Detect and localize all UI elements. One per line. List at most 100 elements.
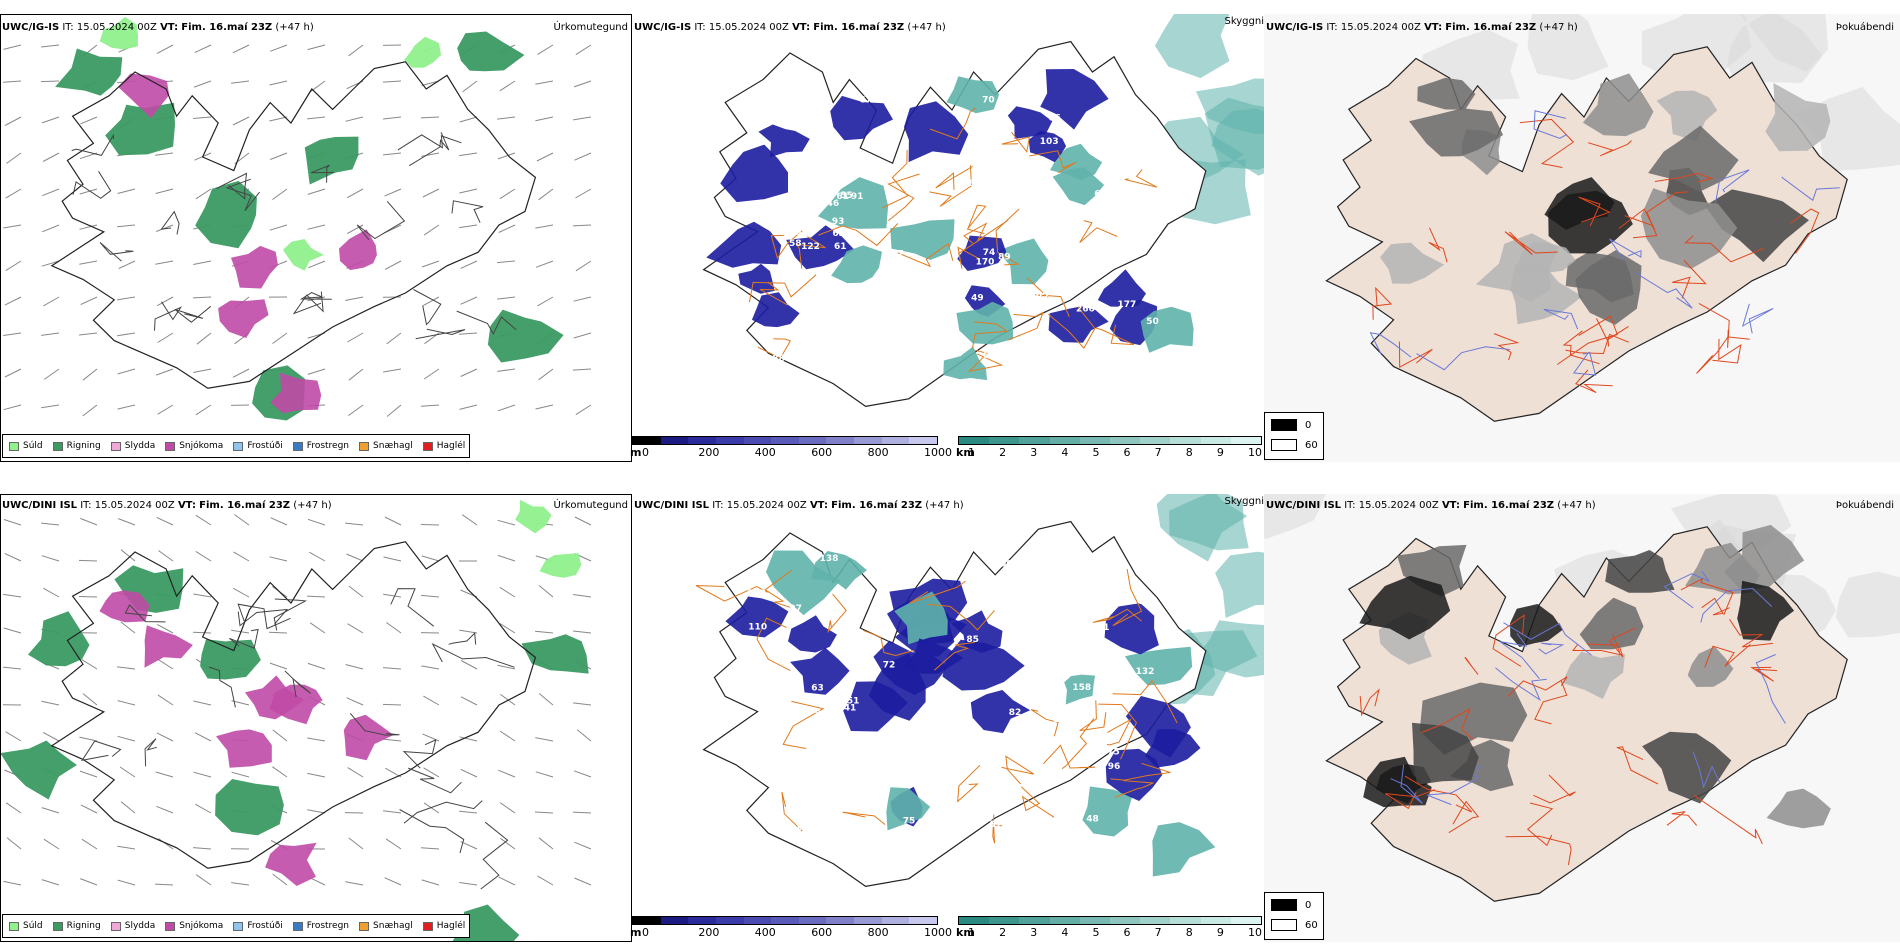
panel-title-precip-top: UWC/IG-IS IT: 15.05.2024 00Z VT: Fim. 16… <box>2 22 314 33</box>
legend-swatch <box>52 921 63 931</box>
coastline <box>50 541 537 869</box>
cloud-base-value: 134 <box>816 720 835 730</box>
cloud-base-value: 124 <box>915 767 934 777</box>
cloud-base-value: 57 <box>935 749 948 759</box>
colorbar-tick: 5 <box>1092 446 1100 459</box>
cloud-base-value: 97 <box>789 604 802 614</box>
colorbar-tick: 10 <box>1248 446 1262 459</box>
colorbar-tick: 1 <box>968 926 975 939</box>
cloud-base-area <box>1007 106 1053 139</box>
colorbar-unit: km <box>956 446 975 459</box>
cloud-base-area <box>831 245 882 284</box>
fog-key-label: 60 <box>1305 439 1318 451</box>
fog-index-area <box>1562 651 1625 699</box>
legend-item: Frostregn <box>292 921 350 931</box>
snow-area <box>230 245 278 289</box>
cloud-base-area <box>1048 306 1109 343</box>
cloud-base-value: 88 <box>772 354 785 364</box>
colorbar-step <box>826 437 855 444</box>
snow-area <box>265 842 317 886</box>
colorbar-tick: 7 <box>1154 446 1162 459</box>
cloud-base-area <box>890 219 955 260</box>
cloud-base-colorbar-top <box>632 436 938 445</box>
cloud-base-value: 45 <box>813 171 826 181</box>
cloud-base-area <box>830 95 893 141</box>
colorbar-step <box>989 917 1020 924</box>
legend-item: Rigning <box>52 921 101 931</box>
cloud-base-value: 66 <box>1048 113 1061 123</box>
legend-label: Snæhagl <box>373 441 413 451</box>
legend-swatch <box>110 441 121 451</box>
panel-title-fog-bottom: UWC/DINI ISL IT: 15.05.2024 00Z VT: Fim.… <box>1266 500 1596 511</box>
cloud-base-value: 93 <box>1087 634 1100 644</box>
cloud-base-area <box>942 639 1025 691</box>
colorbar-tick: 9 <box>1216 446 1224 459</box>
cloud-base-area <box>1140 306 1194 353</box>
colorbar-step <box>1019 917 1050 924</box>
colorbar-unit: km <box>956 926 975 939</box>
legend-label: Frostregn <box>306 921 350 931</box>
cloud-base-value: 82 <box>1164 294 1177 304</box>
colorbar-step <box>826 917 855 924</box>
cloud-base-value: 58 <box>1011 78 1024 88</box>
colorbar-step <box>854 437 882 444</box>
colorbar-step <box>1079 437 1111 444</box>
legend-label: Snæhagl <box>373 921 413 931</box>
cloud-base-value: 48 <box>1086 815 1099 825</box>
colorbar-step <box>1049 437 1080 444</box>
precip-type-panel-bottom <box>0 494 632 942</box>
low-visibility-area <box>1196 78 1264 135</box>
fog-key-swatch <box>1271 899 1297 911</box>
cloud-base-value: 89 <box>998 253 1011 263</box>
fog-index-area <box>1359 575 1451 640</box>
fog-key-label: 60 <box>1305 919 1318 931</box>
snow-area <box>216 729 272 768</box>
fog-key-label: 0 <box>1305 899 1312 911</box>
legend-label: Frostúði <box>247 441 283 451</box>
colorbar-step <box>743 917 772 924</box>
legend-item: Súld <box>9 441 43 451</box>
cloud-base-value: 93 <box>832 217 845 227</box>
cloud-base-value: 61 <box>836 192 849 202</box>
cloud-base-area <box>1082 786 1133 837</box>
colorbar-step <box>771 437 799 444</box>
fog-key-row: 60 <box>1271 439 1318 451</box>
cloud-base-area <box>725 596 789 638</box>
cloud-base-area <box>766 550 841 616</box>
cloud-base-area <box>738 263 775 294</box>
rain-area <box>487 309 564 363</box>
colorbar-step <box>1140 917 1171 924</box>
drizzle-area <box>99 17 138 50</box>
legend-swatch <box>233 921 244 931</box>
colorbar-tick: 800 <box>867 446 889 459</box>
cloud-base-value: 72 <box>883 661 896 671</box>
cloud-base-area <box>720 144 788 203</box>
colorbar-step <box>881 917 910 924</box>
cloud-base-value: 105 <box>796 768 815 778</box>
cloud-base-value: 70 <box>982 96 995 106</box>
cloud-base-value: 51 <box>847 697 860 707</box>
colorbar-tick: 8 <box>1185 926 1193 939</box>
roads <box>71 132 517 340</box>
colorbar-tick: 3 <box>1030 446 1038 459</box>
colorbar-step <box>1110 437 1141 444</box>
cloud-base-value: 57 <box>990 820 1003 830</box>
cloud-base-value: 118 <box>748 697 767 707</box>
cloud-base-value: 63 <box>832 229 845 239</box>
fog-key-swatch <box>1271 439 1297 451</box>
roads <box>1359 577 1778 866</box>
colorbar-tick: 6 <box>1123 446 1131 459</box>
fog-key-top: 0 60 <box>1264 412 1324 460</box>
colorbar-step <box>1230 437 1262 444</box>
cloud-base-value: 89 <box>778 673 791 683</box>
legend-swatch <box>422 921 433 931</box>
cloud-base-value: 41 <box>1097 623 1110 633</box>
precip-map-top <box>2 17 592 421</box>
legend-item: Frostregn <box>292 441 349 451</box>
fog-index-area <box>1579 597 1644 650</box>
colorbar-step <box>715 917 744 924</box>
roads <box>1372 118 1820 394</box>
colorbar-unit: m <box>630 926 642 939</box>
colorbar-step <box>660 917 689 924</box>
cloud-base-value: 70 <box>945 708 958 718</box>
